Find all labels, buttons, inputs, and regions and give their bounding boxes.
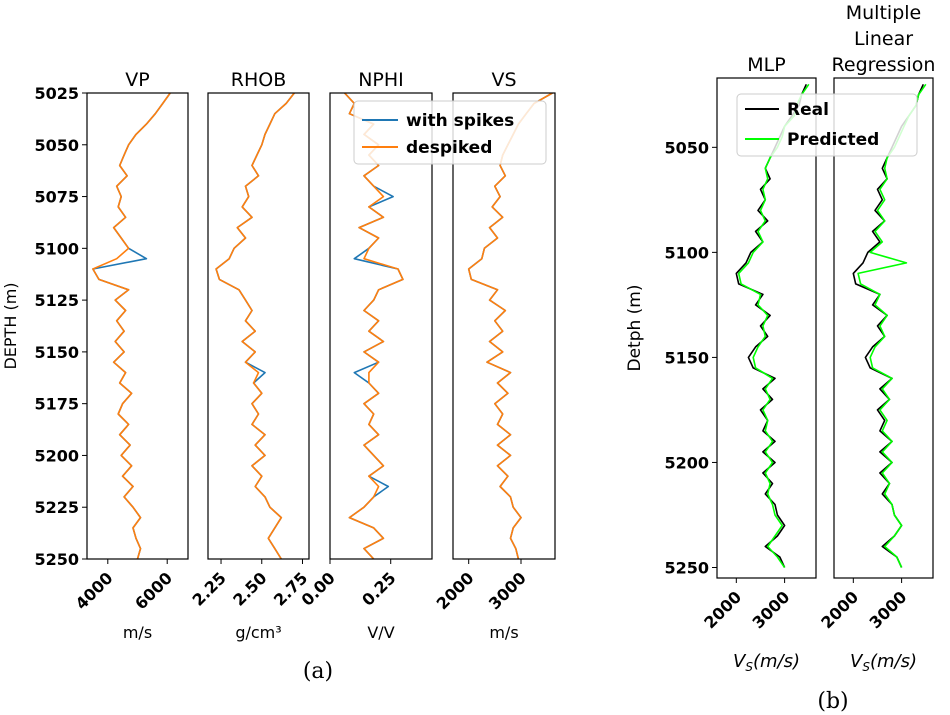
y-tick-label: 5125	[34, 291, 79, 310]
x-tick-label: 3000	[485, 568, 530, 613]
x-tick-label: 2.25	[189, 568, 230, 609]
x-axis-label: m/s	[489, 623, 518, 642]
x-tick-label: 6000	[131, 568, 176, 613]
legend-entry-predicted: Predicted	[787, 130, 879, 150]
track-title: VS	[491, 69, 516, 91]
track-title: Multiple	[846, 2, 921, 24]
track-title: Regression	[832, 54, 936, 76]
track-vp: VP 4000 6000 m/s	[72, 69, 189, 642]
legend-box	[353, 100, 547, 165]
track-frame	[329, 92, 433, 560]
track-frame	[833, 77, 934, 579]
track-title: VP	[125, 69, 149, 91]
y-tick-label: 5250	[34, 550, 79, 569]
legend-entry-despiked: despiked	[406, 138, 492, 158]
series-with-spikes-line	[215, 93, 295, 559]
legend-box	[736, 93, 918, 157]
x-axis-label: g/cm³	[235, 623, 281, 642]
panel-label-a: (a)	[303, 659, 333, 684]
x-axis-label: m/s	[123, 623, 152, 642]
series-despiked-line	[344, 93, 404, 559]
y-tick-label: 5050	[664, 138, 709, 157]
track-frame	[716, 77, 817, 579]
y-tick-label: 5175	[34, 395, 79, 414]
y-tick-label: 5100	[664, 243, 709, 262]
track-title: MLP	[747, 54, 785, 76]
track-title: RHOB	[231, 69, 286, 91]
legend: with spikes despiked	[353, 100, 547, 165]
x-tick-label: 2000	[433, 568, 478, 613]
series-despiked-line	[92, 93, 171, 559]
legend: Real Predicted	[736, 93, 918, 157]
x-tick-label: 2000	[700, 587, 745, 632]
x-axis-label: VS(m/s)	[850, 651, 917, 674]
y-tick-label: 5200	[664, 453, 709, 472]
y-tick-label: 5025	[34, 84, 79, 103]
legend-entry-real: Real	[787, 100, 829, 120]
x-tick-label: 0.25	[358, 568, 399, 609]
y-tick-label: 5250	[664, 558, 709, 577]
x-tick-label: 2.50	[229, 568, 270, 609]
series-predicted-line	[737, 83, 810, 568]
track-title: NPHI	[358, 69, 404, 91]
x-axis-label: VS(m/s)	[733, 651, 800, 674]
series-despiked-line	[215, 93, 295, 559]
x-tick-label: 3000	[749, 587, 794, 632]
x-tick-label: 2000	[817, 587, 862, 632]
y-tick-label: 5200	[34, 446, 79, 465]
legend-entry-with-spikes: with spikes	[406, 111, 514, 131]
x-tick-label: 4000	[72, 568, 117, 613]
y-tick-label: 5050	[34, 136, 79, 155]
y-axis-label: DEPTH (m)	[1, 282, 20, 369]
y-tick-label: 5100	[34, 239, 79, 258]
track-frame	[452, 92, 556, 560]
track-frame	[86, 92, 189, 560]
panel-label-b: (b)	[817, 689, 848, 714]
track-frame	[207, 92, 310, 560]
panel-a: DEPTH (m) 5025 5050 5075 5100 5125 5150 5175 520…	[1, 69, 556, 642]
x-tick-label: 3000	[866, 587, 911, 632]
y-tick-label: 5150	[34, 343, 79, 362]
y-axis-label: Detph (m)	[625, 284, 645, 371]
y-tick-label: 5225	[34, 498, 79, 517]
series-predicted-line	[857, 83, 927, 568]
y-tick-label: 5075	[34, 188, 79, 207]
series-despiked-line	[467, 93, 553, 559]
track-title: Linear	[854, 28, 913, 50]
y-tick-label: 5150	[664, 348, 709, 367]
x-axis-label: V/V	[367, 623, 394, 642]
